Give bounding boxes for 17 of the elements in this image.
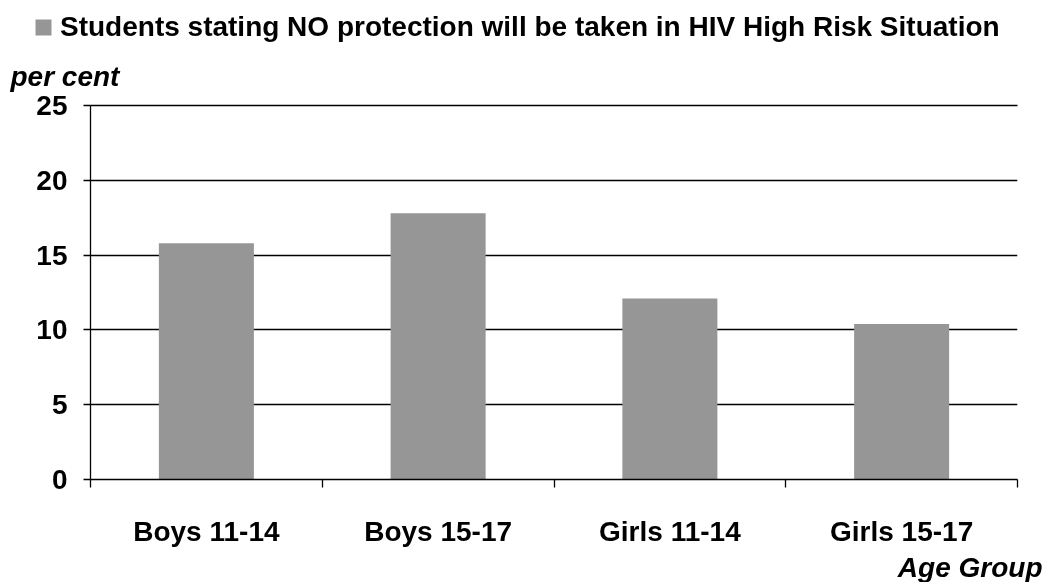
y-tick-label: 10 [36,314,68,346]
bar [158,243,254,480]
bar [854,323,950,480]
y-tick-label: 5 [51,389,68,421]
y-tick-label: 25 [36,90,68,121]
y-tick-label: 20 [36,164,68,196]
x-tick-label: Boys 15-17 [364,515,513,547]
x-tick-label: Girls 11-14 [599,515,742,547]
bar [390,213,486,480]
y-tick-label: 0 [51,464,68,495]
bar [622,298,718,480]
legend-label: Students stating NO protection will be taken in HIV High Risk Situation [60,11,1000,43]
x-tick-label: Boys 11-14 [133,515,280,547]
x-tick-label: Girls 15-17 [830,515,974,547]
y-tick-label: 15 [36,239,68,271]
y-axis-title: per cent [9,61,122,92]
x-axis-title: Age Group [896,551,1043,582]
